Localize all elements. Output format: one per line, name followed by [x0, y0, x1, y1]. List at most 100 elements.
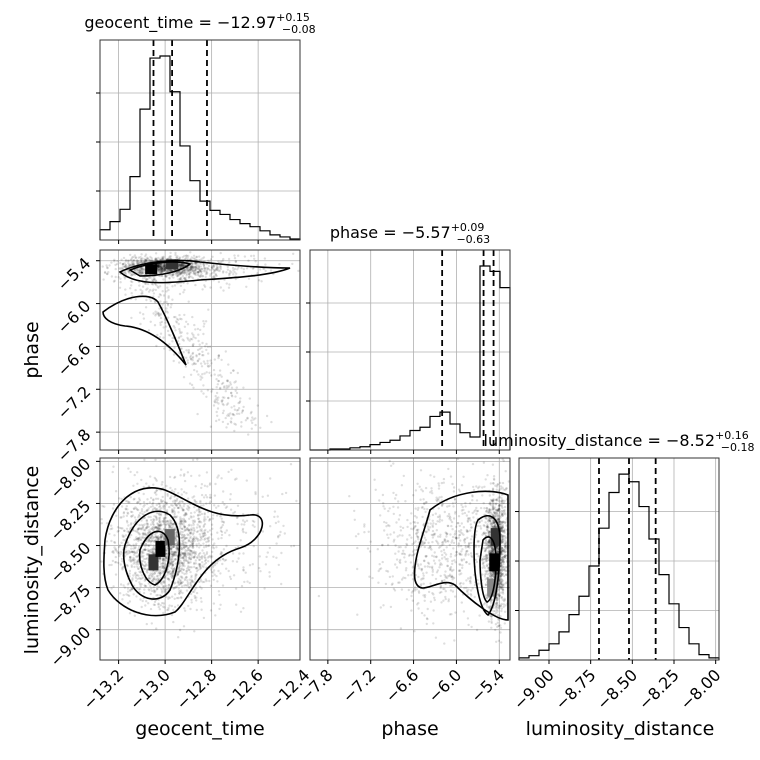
- scatter-geocent-time-phase-point: [160, 262, 163, 266]
- scatter-geocent-time-distance-point: [143, 523, 146, 526]
- scatter-geocent-time-distance-point: [195, 599, 198, 602]
- scatter-phase-distance-point: [382, 604, 385, 607]
- scatter-geocent-time-phase-point: [216, 265, 219, 269]
- scatter-geocent-time-distance-point: [143, 510, 146, 514]
- scatter-geocent-time-distance-point: [268, 546, 271, 550]
- scatter-geocent-time-phase-point: [121, 262, 125, 266]
- scatter-geocent-time-phase-point: [172, 359, 175, 363]
- scatter-phase-distance-point: [483, 575, 487, 578]
- scatter-geocent-time-phase-point: [221, 396, 225, 399]
- scatter-geocent-time-phase-point: [103, 271, 107, 275]
- scatter-geocent-time-phase-point: [190, 256, 193, 259]
- scatter-geocent-time-distance-point: [114, 561, 117, 564]
- scatter-geocent-time-phase-point: [147, 290, 151, 293]
- scatter-geocent-time-phase-point: [231, 395, 234, 398]
- scatter-geocent-time-distance-point: [274, 521, 278, 525]
- scatter-geocent-time-distance-point: [242, 566, 245, 569]
- scatter-geocent-time-phase-point: [157, 270, 161, 274]
- scatter-geocent-time-distance-point: [205, 551, 209, 554]
- scatter-phase-distance-point: [395, 566, 399, 569]
- scatter-geocent-time-phase-point: [214, 394, 217, 398]
- scatter-geocent-time-distance-point: [137, 527, 141, 530]
- hist-luminosity-distance-frame: [518, 457, 720, 661]
- scatter-geocent-time-distance-point: [162, 585, 165, 588]
- hist-geocent-time-step: [99, 55, 301, 240]
- scatter-geocent-time-distance-point: [181, 500, 184, 504]
- scatter-geocent-time-phase-point: [235, 386, 238, 389]
- scatter-geocent-time-distance-point: [195, 591, 199, 595]
- scatter-geocent-time-distance-point: [198, 546, 201, 549]
- scatter-geocent-time-distance-point: [201, 549, 204, 552]
- scatter-geocent-time-distance-point: [177, 571, 181, 574]
- scatter-geocent-time-phase-point: [161, 269, 165, 272]
- scatter-phase-distance-point: [363, 531, 366, 534]
- scatter-geocent-time-distance-point: [131, 514, 135, 517]
- scatter-geocent-time-distance-point: [166, 573, 169, 576]
- scatter-geocent-time-distance-point: [242, 568, 245, 571]
- scatter-geocent-time-phase-point: [179, 272, 183, 275]
- scatter-geocent-time-distance-point: [192, 515, 195, 518]
- scatter-geocent-time-phase-point: [206, 267, 210, 270]
- scatter-geocent-time-phase-point: [168, 277, 171, 280]
- scatter-geocent-time-phase-point: [123, 277, 127, 280]
- scatter-geocent-time-phase-point: [163, 265, 166, 268]
- scatter-geocent-time-phase-point: [199, 375, 202, 378]
- scatter-geocent-time-phase-point: [182, 276, 186, 280]
- scatter-geocent-time-phase-point: [227, 396, 230, 400]
- scatter-geocent-time-distance-point: [135, 507, 138, 510]
- scatter-geocent-time-distance-point: [186, 533, 189, 536]
- scatter-geocent-time-distance-point: [252, 545, 255, 548]
- scatter-geocent-time-distance-point: [111, 559, 115, 563]
- scatter-geocent-time-phase-point: [143, 282, 147, 285]
- scatter-geocent-time-distance-point: [242, 607, 245, 610]
- scatter-geocent-time-distance-point: [212, 514, 215, 517]
- scatter-geocent-time-phase-point: [204, 345, 207, 348]
- scatter-geocent-time-phase-point: [157, 265, 160, 268]
- scatter-geocent-time-phase-point: [226, 265, 229, 269]
- scatter-geocent-time-phase-point: [186, 256, 189, 260]
- scatter-geocent-time-phase-point: [227, 414, 231, 417]
- scatter-geocent-time-phase-point: [163, 268, 167, 271]
- scatter-geocent-time-phase-point: [144, 255, 147, 258]
- scatter-geocent-time-phase-point: [124, 265, 127, 268]
- scatter-geocent-time-phase-point: [200, 270, 203, 273]
- scatter-geocent-time-phase-point: [229, 412, 232, 415]
- scatter-phase-distance-point: [392, 462, 395, 465]
- scatter-geocent-time-phase-point: [200, 267, 204, 270]
- scatter-geocent-time-distance-point: [150, 587, 153, 590]
- scatter-geocent-time-phase-point: [193, 362, 196, 366]
- scatter-geocent-time-phase-point: [220, 399, 223, 402]
- scatter-phase-distance-point: [466, 536, 469, 539]
- scatter-geocent-time-distance-point: [168, 475, 172, 479]
- scatter-geocent-time-phase-point: [160, 270, 163, 273]
- scatter-geocent-time-distance-point: [190, 566, 193, 569]
- scatter-geocent-time-distance-point: [211, 517, 215, 520]
- scatter-geocent-time-phase-point: [236, 371, 239, 375]
- scatter-geocent-time-distance-point: [190, 598, 193, 602]
- scatter-geocent-time-distance-point: [211, 538, 214, 541]
- scatter-geocent-time-phase-point: [145, 259, 148, 262]
- scatter-geocent-time-distance-point: [219, 572, 222, 575]
- scatter-geocent-time-phase-point: [168, 268, 171, 272]
- scatter-geocent-time-distance-point: [190, 543, 193, 547]
- scatter-geocent-time-distance-point: [248, 564, 252, 567]
- scatter-geocent-time-phase-point: [178, 272, 181, 276]
- scatter-geocent-time-distance-point: [115, 549, 118, 553]
- scatter-geocent-time-distance-point: [225, 505, 229, 508]
- scatter-geocent-time-distance-point: [209, 584, 213, 587]
- scatter-geocent-time-phase-point: [120, 266, 124, 270]
- scatter-geocent-time-phase-point: [180, 263, 183, 266]
- scatter-geocent-time-phase-point: [159, 263, 162, 267]
- scatter-geocent-time-phase-point: [189, 265, 192, 268]
- scatter-geocent-time-distance-point: [183, 578, 187, 582]
- scatter-phase-distance-point: [477, 555, 480, 558]
- scatter-geocent-time-distance-point: [268, 575, 271, 578]
- scatter-geocent-time-distance-point: [159, 498, 163, 502]
- scatter-geocent-time-phase-point: [187, 268, 190, 272]
- scatter-geocent-time-distance-point: [239, 539, 242, 542]
- scatter-geocent-time-distance-point: [125, 593, 128, 596]
- scatter-geocent-time-distance-point: [127, 467, 130, 470]
- scatter-geocent-time-phase-point: [213, 401, 217, 404]
- scatter-geocent-time-distance-point: [235, 603, 238, 606]
- scatter-phase-distance-point: [477, 582, 480, 585]
